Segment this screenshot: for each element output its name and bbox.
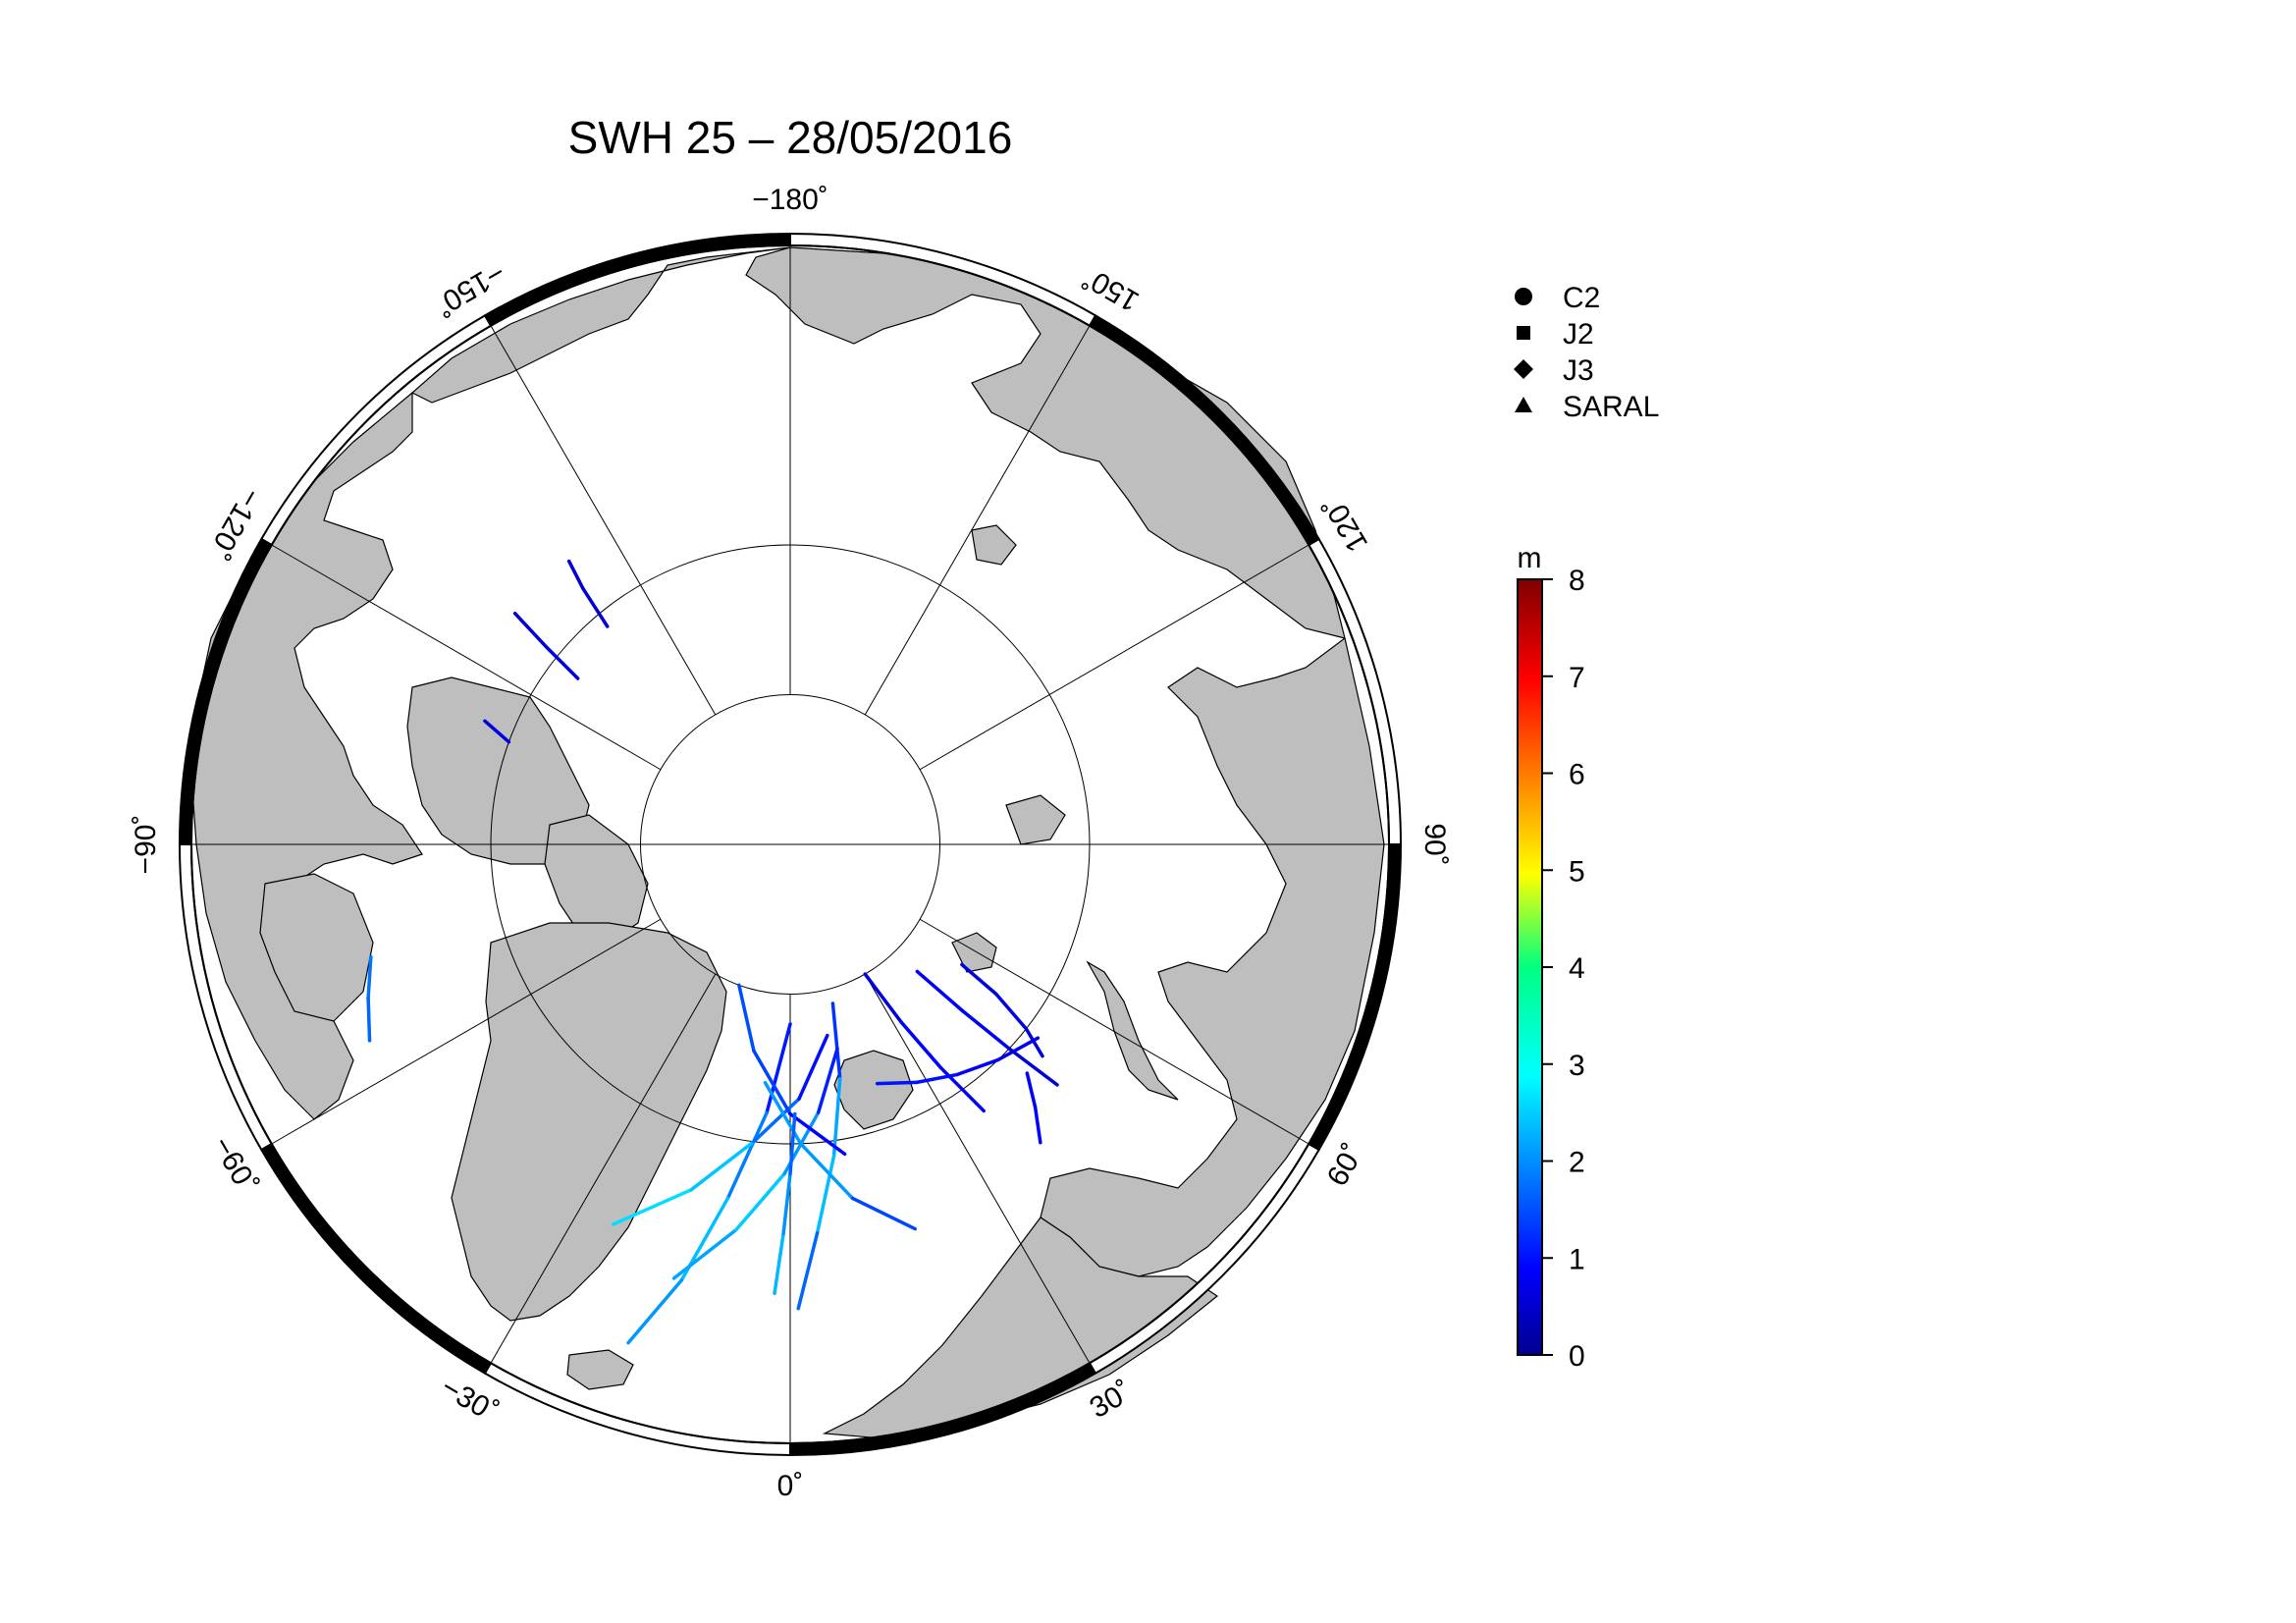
square-marker-icon xyxy=(1517,326,1530,340)
meridian-line xyxy=(919,544,1309,771)
track-segment-j2 xyxy=(796,1230,820,1311)
longitude-label: −90˚ xyxy=(130,815,162,875)
colorbar-tick-label: 5 xyxy=(1569,855,1585,888)
track-segment-c2 xyxy=(581,586,610,628)
track-segment-j3 xyxy=(483,719,511,744)
track-segment-c2 xyxy=(737,983,756,1054)
longitude-label: 30˚ xyxy=(1085,1376,1138,1425)
track-segment-j2 xyxy=(996,1036,1041,1062)
track-segment-saral xyxy=(1033,1105,1042,1145)
colorbar-tick-label: 2 xyxy=(1569,1147,1585,1179)
landmass-greenland xyxy=(451,922,727,1322)
triangle-marker-icon xyxy=(1515,397,1532,412)
track-segment-j3 xyxy=(773,1231,785,1295)
track-segment-saral xyxy=(611,1188,693,1226)
longitude-label: 0˚ xyxy=(777,1470,804,1502)
colorbar-tick-label: 3 xyxy=(1569,1050,1585,1082)
longitude-label: 90˚ xyxy=(1418,823,1451,865)
track-segment-c2 xyxy=(899,1020,943,1070)
landmass-alaska xyxy=(410,246,791,404)
track-segment-c2 xyxy=(566,559,585,591)
colorbar-tick-label: 4 xyxy=(1569,952,1585,985)
legend-label: C2 xyxy=(1563,282,1600,314)
landmass-novaya-zemlya xyxy=(1086,960,1179,1101)
meridian-line xyxy=(490,325,717,716)
longitude-label: −30˚ xyxy=(436,1371,504,1429)
map-border xyxy=(190,244,1390,1444)
track-segment-j2 xyxy=(875,1080,919,1086)
track-segment-saral xyxy=(752,1097,801,1144)
graticule xyxy=(191,245,1389,1443)
landmass-siberia xyxy=(745,246,1346,639)
longitude-label: −180˚ xyxy=(752,184,828,216)
meridian-line xyxy=(490,973,717,1364)
colorbar-gradient xyxy=(1517,578,1543,1356)
track-segment-j2 xyxy=(850,1196,917,1231)
track-segment-j2 xyxy=(830,1001,842,1081)
track-segment-j2 xyxy=(955,1057,1000,1077)
meridian-line xyxy=(271,544,662,771)
track-segment-c2 xyxy=(765,1022,792,1115)
track-segment-j3 xyxy=(1007,1047,1059,1087)
track-segment-c2 xyxy=(863,972,903,1024)
meridian-line xyxy=(271,918,662,1145)
track-segment-j3 xyxy=(816,1047,839,1114)
track-segment-saral xyxy=(1025,1071,1038,1109)
meridian-line xyxy=(864,325,1091,716)
track-segment-saral xyxy=(544,644,580,680)
track-segment-j2 xyxy=(815,1154,836,1235)
legend-label: J3 xyxy=(1563,354,1594,387)
track-segment-saral xyxy=(512,611,548,649)
landmass-baffin xyxy=(259,873,374,1022)
track-segment-c2 xyxy=(752,1049,792,1116)
circle-marker-icon xyxy=(1515,288,1532,305)
diamond-marker-icon xyxy=(1514,359,1533,379)
meridian-line xyxy=(864,973,1091,1364)
track-segment-j2 xyxy=(366,996,372,1043)
track-segment-j3 xyxy=(671,1227,738,1280)
track-segment-saral xyxy=(993,992,1029,1031)
track-segment-c2 xyxy=(626,1278,684,1345)
track-segment-saral xyxy=(797,1033,829,1101)
track-segment-j3 xyxy=(781,1171,792,1236)
track-segment-j3 xyxy=(960,1008,1011,1051)
longitude-label: −60˚ xyxy=(206,1131,264,1199)
map-title: SWH 25 – 28/05/2016 xyxy=(568,112,1013,163)
swh-colorbar: m 0 1 2 3 4 5 6 7 8 xyxy=(1517,542,1585,1373)
colorbar-ticks: 0 1 2 3 4 5 6 7 8 xyxy=(1542,565,1585,1373)
track-segment-saral xyxy=(1024,1027,1044,1058)
legend-label: SARAL xyxy=(1563,391,1659,423)
track-segment-j2 xyxy=(366,954,373,1001)
track-segment-j3 xyxy=(734,1171,786,1232)
longitude-label: 150˚ xyxy=(1077,260,1145,318)
colorbar-tick-label: 0 xyxy=(1569,1340,1585,1373)
track-segment-saral xyxy=(960,962,998,997)
track-segment-j2 xyxy=(915,1072,960,1085)
longitude-label: 60˚ xyxy=(1321,1139,1370,1192)
map-frame xyxy=(178,232,1403,1457)
meridian-line xyxy=(919,918,1309,1145)
track-segment-c2 xyxy=(788,1111,847,1157)
landmass-north-russia xyxy=(1040,636,1385,1277)
legend-label: J2 xyxy=(1563,318,1594,351)
colorbar-tick-label: 1 xyxy=(1569,1243,1585,1275)
track-segment-j2 xyxy=(831,1076,842,1158)
track-segment-c2 xyxy=(725,1110,769,1201)
satellite-tracks xyxy=(366,559,1059,1345)
track-segment-j2 xyxy=(798,1142,855,1201)
colorbar-tick-label: 6 xyxy=(1569,759,1585,791)
landmass-new-siberian-islands xyxy=(971,524,1017,566)
track-segment-saral xyxy=(689,1139,756,1192)
landmass-iceland xyxy=(566,1349,634,1390)
longitude-label: 120˚ xyxy=(1317,490,1375,558)
track-segment-j3 xyxy=(788,1111,797,1176)
track-segment-j3 xyxy=(915,969,965,1013)
polar-map: −180˚150˚120˚90˚60˚30˚0˚−30˚−60˚−90˚−120… xyxy=(130,184,1451,1502)
landmass-severnaya-zemlya xyxy=(1005,794,1066,845)
colorbar-unit: m xyxy=(1518,542,1542,574)
colorbar-tick-label: 7 xyxy=(1569,662,1585,694)
colorbar-tick-label: 8 xyxy=(1569,565,1585,597)
